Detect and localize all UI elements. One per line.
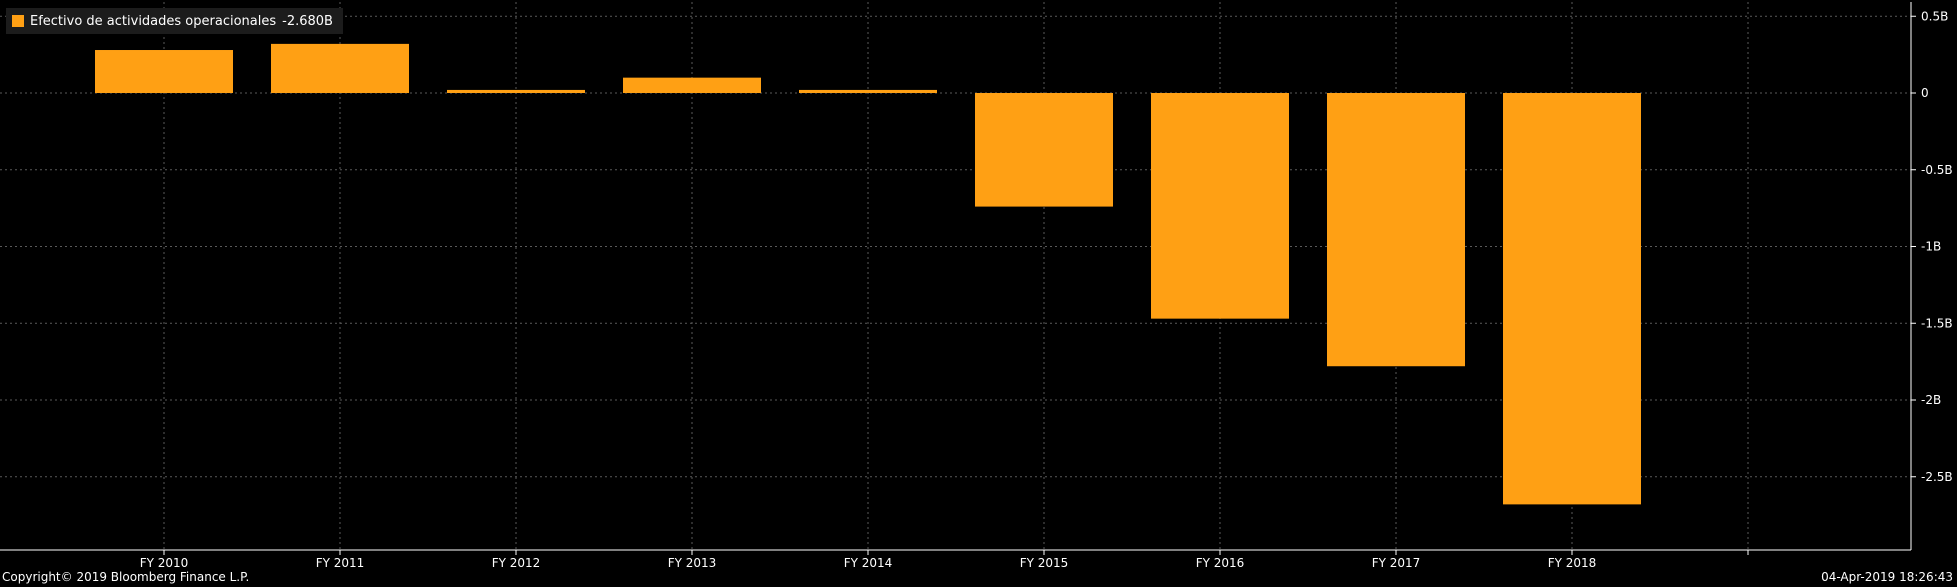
x-tick-label: FY 2016	[1196, 556, 1245, 570]
bar	[1503, 93, 1641, 505]
bar	[95, 50, 233, 93]
x-tick-label: FY 2014	[844, 556, 893, 570]
bar	[1151, 93, 1289, 319]
x-tick-label: FY 2011	[316, 556, 365, 570]
x-tick-label: FY 2013	[668, 556, 717, 570]
y-tick-label: 0.5B	[1921, 9, 1948, 23]
bar	[975, 93, 1113, 207]
legend-swatch	[12, 15, 24, 27]
bar	[1327, 93, 1465, 367]
bar	[799, 89, 937, 93]
y-tick-label: -0.5B	[1921, 163, 1953, 177]
y-tick-label: 0	[1921, 86, 1929, 100]
bar	[447, 89, 585, 93]
timestamp-text: 04-Apr-2019 18:26:43	[1821, 570, 1953, 584]
y-tick-label: -1B	[1921, 240, 1941, 254]
bars	[95, 43, 1641, 505]
legend: Efectivo de actividades operacionales -2…	[6, 8, 343, 34]
legend-label: Efectivo de actividades operacionales	[30, 13, 277, 29]
x-tick-label: FY 2015	[1020, 556, 1069, 570]
x-tick-label: FY 2010	[140, 556, 189, 570]
axes	[0, 2, 1916, 555]
grid-lines	[0, 2, 1911, 550]
legend-last-value: -2.680B	[282, 13, 333, 29]
bar	[271, 43, 409, 93]
y-tick-label: -2B	[1921, 393, 1941, 407]
bar	[623, 77, 761, 93]
x-tick-label: FY 2017	[1372, 556, 1421, 570]
y-tick-label: -2.5B	[1921, 470, 1953, 484]
y-tick-label: -1.5B	[1921, 316, 1953, 330]
copyright-text: Copyright© 2019 Bloomberg Finance L.P.	[2, 570, 250, 584]
x-tick-label: FY 2018	[1548, 556, 1597, 570]
x-tick-label: FY 2012	[492, 556, 541, 570]
tick-labels: 0.5B 0 -0.5B -1B -1.5B -2B -2.5B FY 2010 FY 2011…	[140, 9, 1953, 570]
